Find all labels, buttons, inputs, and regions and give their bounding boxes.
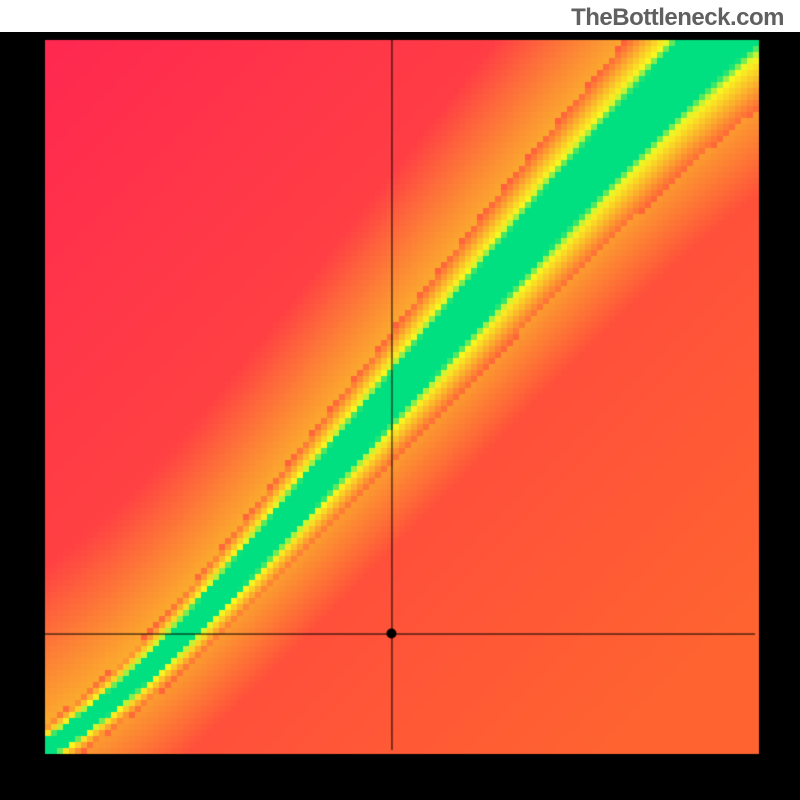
heatmap-frame: [0, 32, 800, 800]
attribution-text: TheBottleneck.com: [571, 4, 784, 32]
bottleneck-heatmap: [0, 32, 800, 800]
